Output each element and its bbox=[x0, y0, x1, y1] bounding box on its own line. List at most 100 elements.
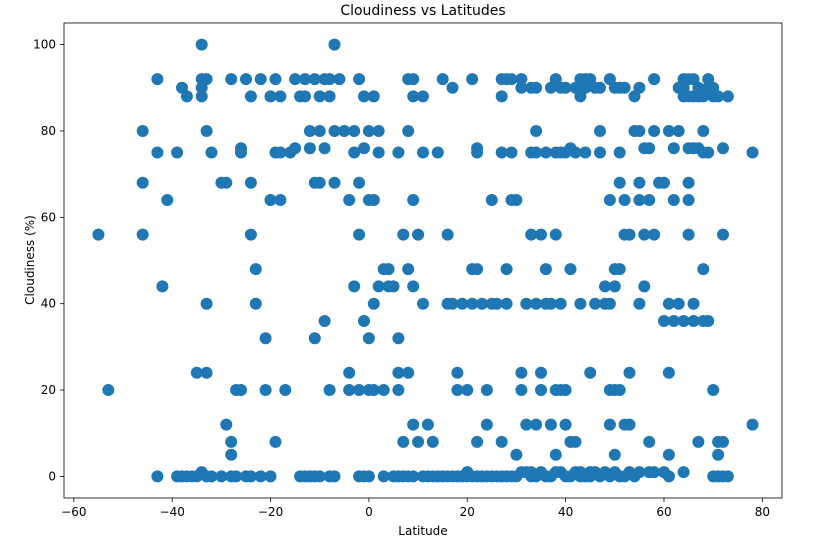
data-point bbox=[608, 280, 621, 293]
data-point bbox=[682, 176, 695, 189]
data-point bbox=[574, 297, 587, 310]
data-point bbox=[274, 90, 287, 103]
x-tick-label: −20 bbox=[258, 505, 283, 519]
data-point bbox=[613, 263, 626, 276]
data-point bbox=[412, 228, 425, 241]
x-tick-label: −40 bbox=[160, 505, 185, 519]
data-point bbox=[520, 418, 533, 431]
data-point bbox=[407, 90, 420, 103]
data-point bbox=[712, 90, 725, 103]
data-point bbox=[190, 366, 203, 379]
data-point bbox=[387, 280, 400, 293]
data-point bbox=[682, 228, 695, 241]
data-point bbox=[667, 315, 680, 327]
data-point bbox=[667, 194, 680, 206]
data-point bbox=[308, 332, 321, 345]
data-point bbox=[328, 125, 341, 137]
data-point bbox=[431, 146, 444, 159]
data-point bbox=[599, 280, 611, 293]
x-tick-label: 60 bbox=[656, 505, 671, 519]
chart-title: Cloudiness vs Latitudes bbox=[340, 3, 505, 19]
data-point bbox=[603, 418, 616, 431]
data-point bbox=[515, 384, 528, 396]
data-point bbox=[313, 125, 326, 137]
data-point bbox=[200, 73, 213, 86]
data-point bbox=[530, 81, 543, 94]
data-point bbox=[343, 194, 356, 206]
data-point bbox=[225, 73, 238, 86]
data-point bbox=[594, 146, 606, 159]
data-point bbox=[367, 384, 380, 396]
data-point bbox=[544, 81, 557, 94]
data-point bbox=[510, 194, 523, 206]
data-point bbox=[441, 228, 454, 241]
x-axis: −60 −40 −20 0 20 40 60 80 bbox=[61, 498, 770, 519]
data-point bbox=[161, 194, 174, 206]
data-point bbox=[603, 194, 616, 206]
data-point bbox=[372, 125, 385, 137]
data-point bbox=[417, 90, 429, 103]
data-point bbox=[299, 90, 311, 103]
data-point bbox=[303, 125, 316, 137]
x-tick-label: 40 bbox=[558, 505, 573, 519]
data-point bbox=[471, 146, 484, 159]
data-point bbox=[367, 90, 380, 103]
data-point bbox=[220, 418, 233, 431]
y-tick-label: 80 bbox=[41, 124, 56, 138]
data-point bbox=[559, 81, 572, 94]
data-point bbox=[535, 366, 547, 379]
data-point bbox=[362, 332, 375, 345]
data-point bbox=[495, 146, 508, 159]
data-point bbox=[407, 73, 420, 86]
data-point bbox=[471, 435, 484, 448]
data-point bbox=[613, 146, 626, 159]
data-point bbox=[677, 466, 690, 479]
data-point bbox=[461, 384, 474, 396]
data-point bbox=[613, 384, 626, 396]
data-point bbox=[643, 142, 656, 155]
data-point bbox=[603, 73, 616, 86]
data-point bbox=[559, 418, 572, 431]
y-tick-label: 100 bbox=[33, 38, 56, 52]
data-point bbox=[476, 297, 488, 310]
data-point bbox=[613, 176, 626, 189]
y-tick-label: 40 bbox=[41, 297, 56, 311]
data-point bbox=[515, 73, 528, 86]
data-point bbox=[392, 384, 405, 396]
data-point bbox=[249, 297, 262, 310]
data-point bbox=[274, 194, 287, 206]
data-point bbox=[240, 73, 252, 86]
data-point bbox=[594, 125, 606, 137]
data-point bbox=[717, 435, 729, 448]
data-point bbox=[485, 194, 498, 206]
data-point bbox=[721, 90, 734, 103]
data-point bbox=[392, 366, 405, 379]
data-point bbox=[623, 366, 636, 379]
data-point bbox=[323, 73, 336, 86]
y-axis-label: Cloudiness (%) bbox=[23, 215, 37, 305]
data-point bbox=[397, 435, 410, 448]
data-point bbox=[235, 384, 247, 396]
data-point bbox=[377, 470, 390, 483]
data-point bbox=[358, 315, 370, 327]
data-point bbox=[633, 125, 646, 137]
data-point bbox=[717, 228, 729, 241]
data-point bbox=[328, 470, 341, 483]
data-point bbox=[338, 125, 351, 137]
data-point bbox=[702, 73, 715, 86]
data-point bbox=[608, 448, 621, 461]
data-point bbox=[264, 90, 277, 103]
data-point bbox=[259, 332, 272, 345]
data-point bbox=[417, 297, 429, 310]
y-tick-label: 20 bbox=[41, 383, 56, 397]
data-point bbox=[264, 194, 277, 206]
data-point bbox=[480, 418, 493, 431]
data-point bbox=[244, 90, 257, 103]
data-point bbox=[500, 297, 513, 310]
data-point bbox=[254, 73, 267, 86]
y-tick-label: 60 bbox=[41, 210, 56, 224]
data-point bbox=[244, 176, 257, 189]
data-point bbox=[180, 90, 193, 103]
data-point bbox=[348, 280, 361, 293]
data-point bbox=[225, 435, 238, 448]
